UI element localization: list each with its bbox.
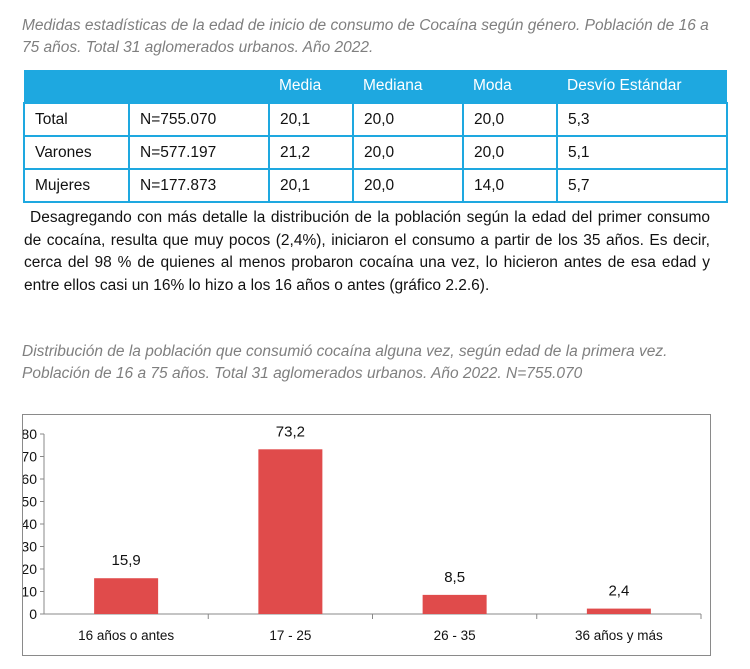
chart-svg: 0 10 20 30 40 50 60 70 80 15,9 16 años o antes 73,2… (21, 423, 702, 643)
bar (94, 578, 159, 614)
table-cell: 20,0 (352, 168, 464, 203)
data-label: 73,2 (276, 423, 305, 440)
x-tick-label: 26 - 35 (434, 628, 476, 643)
bar (258, 449, 323, 614)
table-cell: 20,1 (268, 102, 354, 137)
table-cell: 5,1 (556, 135, 728, 170)
table-cell: 20,0 (352, 135, 464, 170)
x-tick-label: 36 años y más (575, 628, 663, 643)
bar (586, 608, 651, 614)
table-row: Varones N=577.197 21,2 20,0 20,0 5,1 (23, 135, 728, 170)
data-label: 2,4 (608, 583, 629, 600)
y-tick-label: 80 (23, 426, 37, 442)
y-tick-label: 0 (29, 606, 37, 622)
body-paragraph: Desagregando con más detalle la distribu… (24, 209, 710, 294)
y-tick-label: 50 (23, 494, 37, 510)
header-cell: Mediana (353, 70, 463, 103)
table-header-row: Media Mediana Moda Desvío Estándar (24, 70, 727, 103)
table-cell: 20,0 (352, 102, 464, 137)
table-cell: Total (23, 102, 130, 137)
header-cell: Moda (463, 70, 557, 103)
header-cell: Desvío Estándar (557, 70, 727, 103)
table-cell: N=177.873 (128, 168, 270, 203)
header-cell: Media (269, 70, 353, 103)
table-row: Total N=755.070 20,1 20,0 20,0 5,3 (23, 102, 728, 137)
chart-caption: Distribución de la población que consumi… (22, 343, 668, 382)
y-tick-label: 40 (23, 516, 37, 532)
data-label: 15,9 (112, 552, 141, 569)
statistics-table: Media Mediana Moda Desvío Estándar Total… (23, 70, 728, 203)
header-cell (24, 70, 129, 103)
table-cell: Varones (23, 135, 130, 170)
table-cell: 14,0 (462, 168, 558, 203)
header-cell (129, 70, 269, 103)
table-cell: 5,7 (556, 168, 728, 203)
table-cell: N=577.197 (128, 135, 270, 170)
bar-chart: 0 10 20 30 40 50 60 70 80 15,9 16 años o antes 73,2… (21, 414, 711, 656)
table-cell: N=755.070 (128, 102, 270, 137)
table-cell: 21,2 (268, 135, 354, 170)
y-tick-label: 60 (23, 471, 37, 487)
table-cell: 5,3 (556, 102, 728, 137)
x-tick-label: 17 - 25 (269, 628, 311, 643)
y-tick-label: 10 (23, 584, 37, 600)
table-cell: Mujeres (23, 168, 130, 203)
table-caption: Medidas estadísticas de la edad de inici… (22, 17, 709, 56)
table-cell: 20,0 (462, 102, 558, 137)
y-tick-label: 70 (23, 449, 37, 465)
data-label: 8,5 (444, 569, 465, 586)
table-row: Mujeres N=177.873 20,1 20,0 14,0 5,7 (23, 168, 728, 203)
table-cell: 20,1 (268, 168, 354, 203)
bar (422, 594, 487, 614)
table-cell: 20,0 (462, 135, 558, 170)
y-tick-label: 30 (23, 539, 37, 555)
y-tick-label: 20 (23, 561, 37, 577)
x-tick-label: 16 años o antes (78, 628, 174, 643)
